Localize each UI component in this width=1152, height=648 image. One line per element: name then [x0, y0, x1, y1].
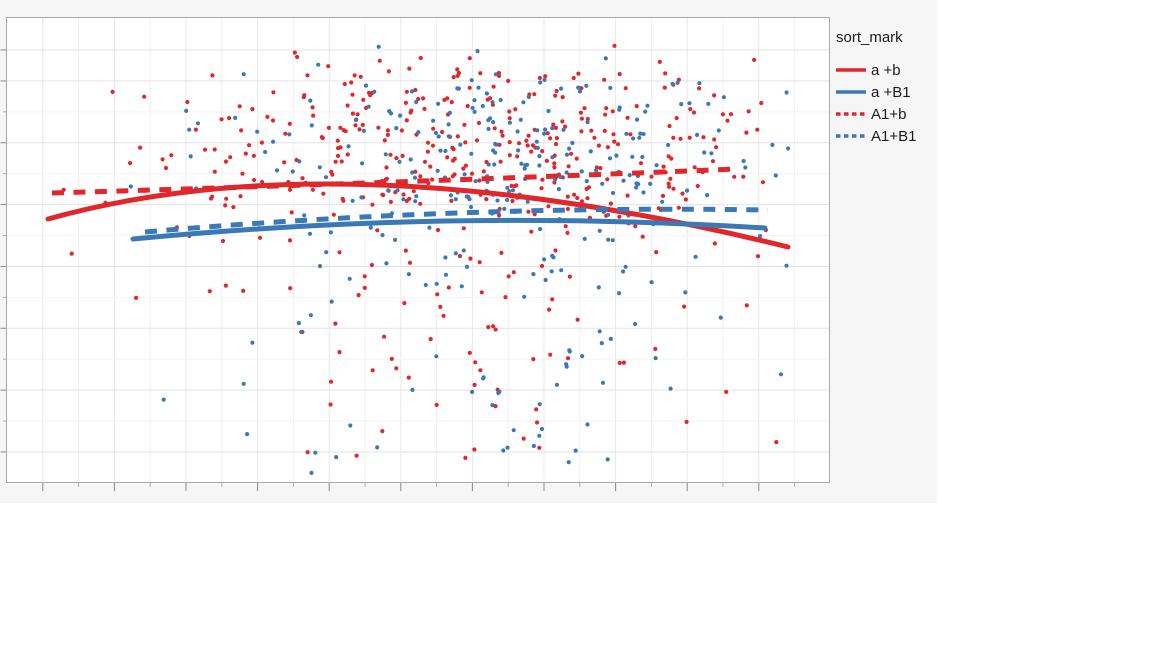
- legend-item-label: A1+B1: [871, 127, 917, 145]
- legend-title: sort_mark: [836, 29, 903, 46]
- red-solid-line-swatch-icon: [836, 68, 866, 72]
- scatter-plot-canvas[interactable]: [0, 0, 937, 503]
- blue-dashed-line-swatch-icon: [836, 134, 866, 138]
- legend: sort_mark a +b a +B1 A1+b A1+B1: [836, 30, 936, 147]
- legend-item-a1-b1[interactable]: A1+B1: [836, 125, 936, 147]
- legend-item-label: a +B1: [871, 83, 911, 101]
- legend-item-a-b[interactable]: a +b: [836, 59, 936, 81]
- legend-item-label: A1+b: [871, 105, 907, 123]
- chart-widget: sort_mark a +b a +B1 A1+b A1+B1: [0, 0, 937, 503]
- red-dashed-line-swatch-icon: [836, 112, 866, 116]
- legend-item-a-b1[interactable]: a +B1: [836, 81, 936, 103]
- legend-item-a1-b[interactable]: A1+b: [836, 103, 936, 125]
- blue-solid-line-swatch-icon: [836, 90, 866, 94]
- legend-item-label: a +b: [871, 61, 901, 79]
